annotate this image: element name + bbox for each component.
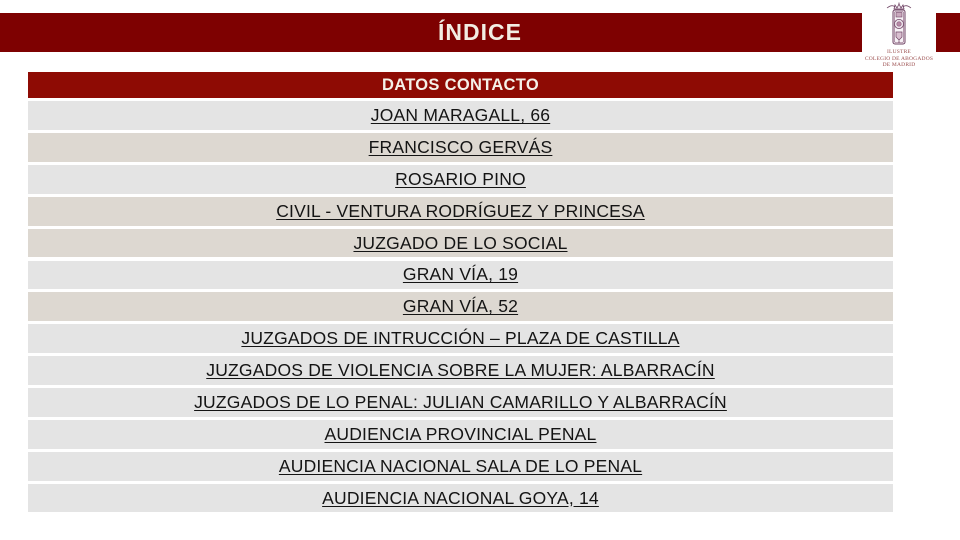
toc-header-label: DATOS CONTACTO (382, 75, 539, 94)
toc-item[interactable]: CIVIL - VENTURA RODRÍGUEZ Y PRINCESA (28, 196, 893, 226)
toc-item[interactable]: AUDIENCIA NACIONAL GOYA, 14 (28, 483, 893, 513)
toc-item-link[interactable]: JOAN MARAGALL, 66 (370, 105, 551, 126)
logo-caption-line: COLEGIO DE ABOGADOS (864, 55, 934, 62)
toc-item-link[interactable]: GRAN VÍA, 52 (402, 296, 519, 317)
logo-caption-line: ILUSTRE (886, 49, 911, 55)
coat-of-arms-icon (886, 2, 912, 45)
toc-item-link[interactable]: FRANCISCO GERVÁS (368, 136, 553, 157)
toc-item[interactable]: JUZGADOS DE VIOLENCIA SOBRE LA MUJER: AL… (28, 356, 893, 385)
toc-item[interactable]: GRAN VÍA, 52 (28, 292, 893, 322)
toc-item[interactable]: GRAN VÍA, 19 (28, 260, 893, 290)
toc-item-link[interactable]: GRAN VÍA, 19 (402, 264, 519, 285)
logo-caption-line: DE MADRID (882, 62, 916, 69)
toc-item-link[interactable]: CIVIL - VENTURA RODRÍGUEZ Y PRINCESA (276, 200, 645, 221)
toc-item[interactable]: AUDIENCIA PROVINCIAL PENAL (28, 419, 893, 449)
toc-item-link[interactable]: AUDIENCIA NACIONAL SALA DE LO PENAL (278, 455, 643, 476)
page-title: ÍNDICE (438, 19, 522, 45)
toc-item-link[interactable]: JUZGADO DE LO SOCIAL (353, 232, 568, 253)
title-bar: ÍNDICE (0, 13, 960, 52)
toc-item[interactable]: JOAN MARAGALL, 66 (28, 101, 893, 130)
toc-item-link[interactable]: ROSARIO PINO (395, 168, 526, 189)
toc-table: DATOS CONTACTO JOAN MARAGALL, 66 FRANCISC… (28, 72, 893, 513)
toc-item[interactable]: ROSARIO PINO (28, 164, 893, 194)
toc-item-link[interactable]: JUZGADOS DE LO PENAL: JULIAN CAMARILLO Y… (194, 391, 727, 412)
toc-item-link[interactable]: AUDIENCIA NACIONAL GOYA, 14 (322, 487, 599, 508)
logo-box: ILUSTRE COLEGIO DE ABOGADOS DE MADRID (862, 0, 936, 72)
toc-item[interactable]: JUZGADOS DE INTRUCCIÓN – PLAZA DE CASTIL… (28, 324, 893, 353)
toc-item-link[interactable]: JUZGADOS DE INTRUCCIÓN – PLAZA DE CASTIL… (241, 328, 680, 349)
toc-item[interactable]: AUDIENCIA NACIONAL SALA DE LO PENAL (28, 451, 893, 481)
toc-item[interactable]: FRANCISCO GERVÁS (28, 133, 893, 162)
logo-caption: ILUSTRE COLEGIO DE ABOGADOS DE MADRID (865, 49, 933, 69)
toc-header-row: DATOS CONTACTO (28, 72, 893, 98)
toc-item[interactable]: JUZGADOS DE LO PENAL: JULIAN CAMARILLO Y… (28, 388, 893, 417)
toc-item-link[interactable]: AUDIENCIA PROVINCIAL PENAL (324, 423, 597, 444)
toc-item-link[interactable]: JUZGADOS DE VIOLENCIA SOBRE LA MUJER: AL… (206, 360, 715, 381)
toc-list: JOAN MARAGALL, 66 FRANCISCO GERVÁS ROSARIO… (28, 101, 893, 513)
toc-item[interactable]: JUZGADO DE LO SOCIAL (28, 228, 893, 258)
